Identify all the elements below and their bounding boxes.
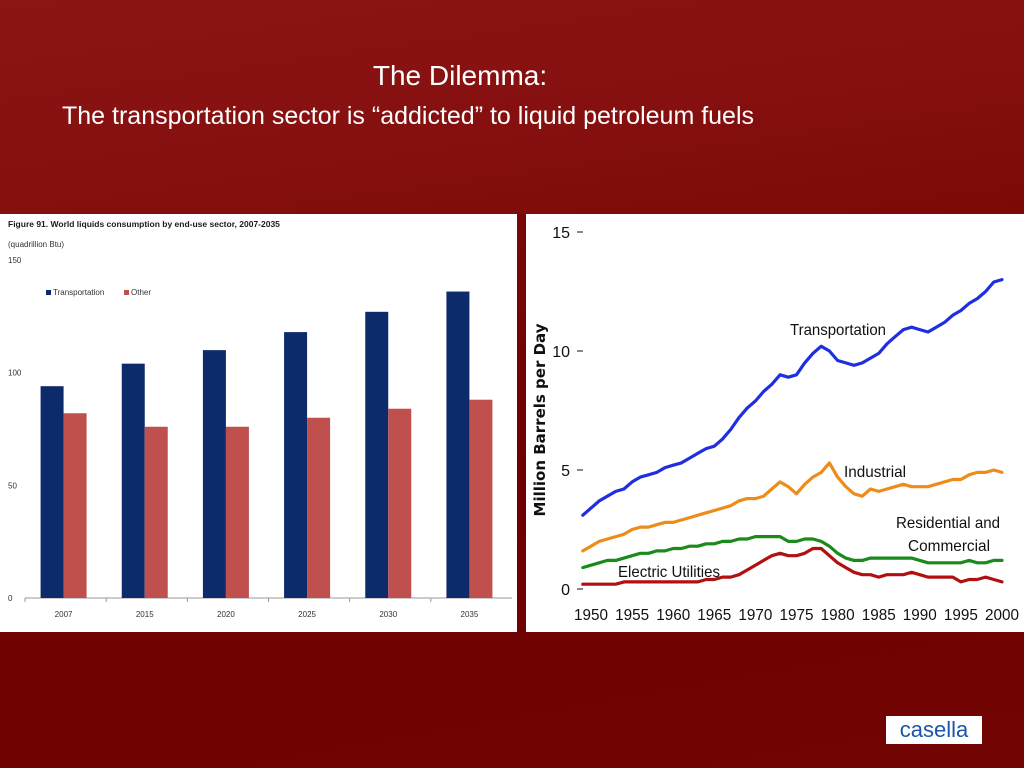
bar-transportation-2030: [365, 311, 389, 598]
bar-other-2007: [63, 413, 87, 598]
series-line-transportation: [581, 277, 1004, 517]
bar-y-tick-label: 0: [8, 594, 13, 603]
bar-y-tick-label: 50: [8, 481, 17, 490]
bar-transportation-2035: [446, 291, 470, 598]
slide-title: The Dilemma:: [372, 60, 548, 91]
series-line-residential-and-commercial: [581, 535, 1004, 570]
line-x-tick-label: 1970: [738, 607, 772, 624]
line-x-tick-label: 1990: [903, 607, 937, 624]
bar-other-2020: [225, 426, 249, 598]
line-y-axis-label: Million Barrels per Day: [531, 323, 549, 516]
series-label-industrial: Industrial: [844, 464, 906, 481]
series-label-electric-utilities: Electric Utilities: [618, 564, 720, 581]
series-label-commercial: Commercial: [908, 538, 990, 555]
bar-x-tick-label: 2030: [379, 610, 397, 619]
line-chart-panel: 0 5 10 15 1950 1955 1960 1965 1970 1975 1980 1985 1…: [526, 214, 1024, 632]
series-label-residential: Residential and: [896, 515, 1000, 532]
line-y-tick-label: 10: [552, 344, 570, 361]
legend-swatch-other: [124, 290, 129, 295]
bar-x-tick-label: 2035: [461, 610, 479, 619]
bar-other-2030: [388, 408, 412, 598]
legend-swatch-transportation: [46, 290, 51, 295]
bar-transportation-2015: [121, 363, 145, 598]
line-y-tick-label: 15: [552, 225, 570, 242]
line-x-tick-label: 1955: [615, 607, 649, 624]
bar-x-tick-label: 2015: [136, 610, 154, 619]
line-x-tick-label: 1960: [656, 607, 690, 624]
bar-transportation-2025: [284, 332, 308, 598]
series-label-transportation: Transportation: [790, 322, 886, 339]
bar-y-tick-label: 150: [8, 256, 22, 265]
line-x-tick-label: 1980: [821, 607, 855, 624]
bar-chart-title: Figure 91. World liquids consumption by …: [8, 219, 280, 229]
header-band: [0, 0, 1024, 214]
line-x-tick-label: 1995: [944, 607, 978, 624]
line-y-tick-label: 5: [561, 463, 570, 480]
bar-transportation-2007: [40, 386, 64, 598]
legend-label-other: Other: [131, 288, 151, 297]
bar-other-2025: [307, 417, 331, 598]
line-x-tick-label: 1965: [697, 607, 731, 624]
line-x-tick-label: 2000: [985, 607, 1019, 624]
bar-transportation-2020: [202, 350, 226, 598]
line-x-tick-label: 1985: [862, 607, 896, 624]
line-chart: 0 5 10 15 1950 1955 1960 1965 1970 1975 1980 1985 1…: [531, 225, 1019, 624]
bar-x-tick-label: 2020: [217, 610, 235, 619]
line-x-tick-label: 1950: [574, 607, 608, 624]
bar-x-tick-label: 2007: [55, 610, 73, 619]
slide-subtitle: The transportation sector is “addicted” …: [62, 102, 755, 130]
bar-chart-unit-label: (quadrillion Btu): [8, 240, 64, 249]
series-line-electric-utilities: [581, 546, 1004, 586]
line-x-tick-label: 1975: [780, 607, 814, 624]
bar-x-tick-label: 2025: [298, 610, 316, 619]
bar-other-2015: [144, 426, 168, 598]
bar-y-tick-label: 100: [8, 369, 22, 378]
line-y-tick-label: 0: [561, 582, 570, 599]
casella-logo: casella: [886, 716, 982, 744]
bar-chart: Figure 91. World liquids consumption by …: [8, 219, 512, 619]
series-line-industrial: [581, 461, 1004, 553]
bar-chart-panel: Figure 91. World liquids consumption by …: [0, 214, 517, 632]
legend-label-transportation: Transportation: [53, 288, 104, 297]
bar-other-2035: [469, 399, 493, 598]
